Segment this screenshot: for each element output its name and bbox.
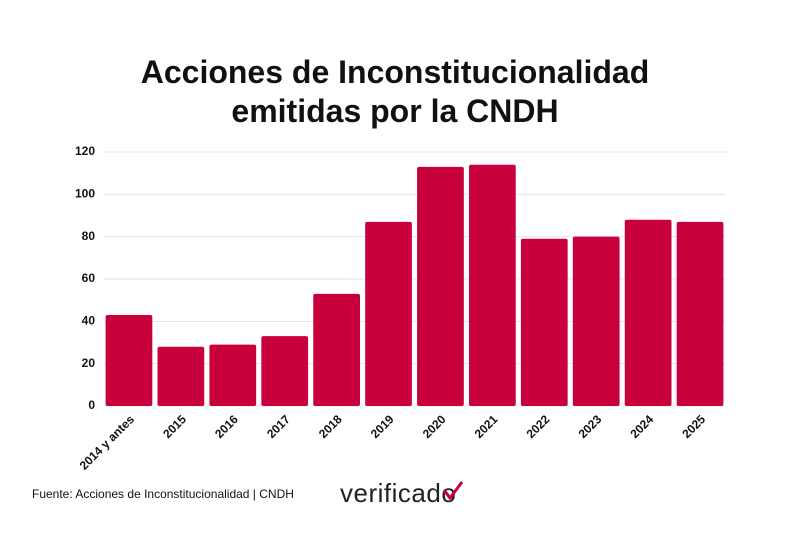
- bar: [572, 236, 620, 406]
- y-tick-label: 60: [82, 271, 96, 285]
- bar: [261, 336, 309, 406]
- logo: verificado: [340, 478, 456, 508]
- bar: [417, 166, 464, 406]
- bar: [469, 164, 516, 406]
- chart-title: Acciones de Inconstitucionalidad: [141, 54, 650, 90]
- y-tick-label: 0: [88, 398, 95, 412]
- y-tick-label: 40: [82, 314, 96, 328]
- source-note: Fuente: Acciones de Inconstitucionalidad…: [32, 487, 294, 501]
- y-tick-label: 80: [82, 229, 96, 243]
- bar: [157, 346, 205, 406]
- logo-check: [442, 481, 464, 501]
- bar: [105, 314, 153, 406]
- bar: [676, 221, 724, 406]
- y-tick-label: 120: [75, 144, 95, 158]
- bar: [209, 344, 257, 406]
- bar: [365, 221, 412, 406]
- chart-title: emitidas por la CNDH: [231, 93, 558, 129]
- bar: [624, 219, 672, 406]
- bar: [313, 293, 360, 406]
- bar: [520, 238, 568, 406]
- y-tick-label: 100: [75, 187, 95, 201]
- y-tick-label: 20: [82, 356, 96, 370]
